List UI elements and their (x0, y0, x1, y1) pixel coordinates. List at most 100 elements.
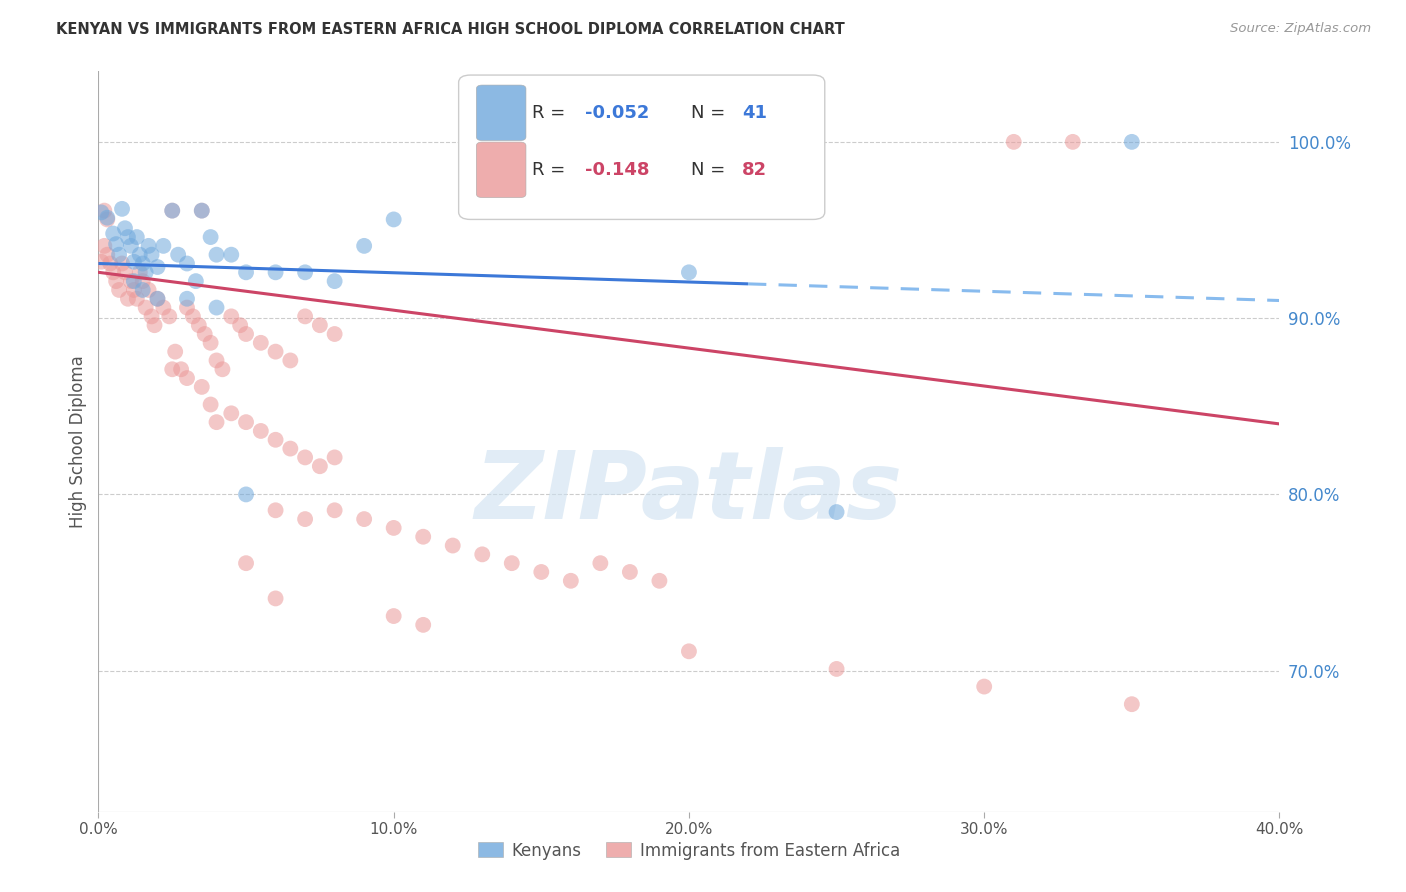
Point (98, 256, 121, 270)
Point (441, 539, 464, 553)
Point (1121, 135, 1143, 149)
Point (135, 265, 157, 279)
Point (323, 503, 346, 517)
Point (294, 512, 316, 526)
Point (90, 254, 112, 268)
Point (294, 265, 316, 279)
Point (167, 248, 190, 262)
Point (117, 292, 139, 306)
Point (103, 265, 125, 279)
Point (152, 301, 174, 315)
Point (412, 530, 434, 544)
Point (122, 274, 145, 288)
Point (135, 301, 157, 315)
Point (205, 301, 228, 315)
Point (128, 248, 150, 262)
Point (162, 203, 183, 218)
Point (353, 239, 375, 253)
Point (294, 450, 316, 465)
Point (162, 362, 183, 376)
Point (205, 248, 228, 262)
Point (146, 292, 169, 306)
Point (323, 274, 346, 288)
Point (176, 292, 198, 306)
Point (280, 353, 302, 368)
Point (111, 202, 134, 216)
Point (170, 362, 193, 376)
Point (235, 265, 257, 279)
Point (221, 310, 243, 324)
Point (138, 239, 160, 253)
Point (165, 344, 187, 359)
Point (108, 283, 131, 297)
Point (114, 221, 136, 235)
Point (194, 326, 217, 341)
Point (191, 203, 214, 218)
FancyBboxPatch shape (477, 85, 526, 141)
Text: Source: ZipAtlas.com: Source: ZipAtlas.com (1230, 22, 1371, 36)
Point (132, 274, 155, 288)
Point (96, 211, 118, 225)
Point (152, 239, 174, 253)
Point (96, 212, 118, 227)
Point (93, 203, 115, 218)
Point (132, 283, 155, 297)
Point (973, 680, 995, 694)
Point (105, 237, 128, 252)
Text: ZIPatlas: ZIPatlas (475, 448, 903, 540)
Point (141, 248, 163, 262)
Point (309, 318, 332, 333)
Point (309, 459, 332, 474)
Point (200, 230, 222, 244)
Text: R =: R = (531, 103, 571, 122)
Point (229, 318, 252, 333)
Point (146, 292, 169, 306)
Text: KENYAN VS IMMIGRANTS FROM EASTERN AFRICA HIGH SCHOOL DIPLOMA CORRELATION CHART: KENYAN VS IMMIGRANTS FROM EASTERN AFRICA… (56, 22, 845, 37)
Point (120, 274, 142, 288)
Point (105, 274, 128, 288)
Point (323, 326, 346, 341)
Point (176, 256, 198, 270)
Point (382, 212, 405, 227)
Point (125, 230, 148, 244)
Point (176, 371, 198, 385)
Point (200, 398, 222, 412)
Point (264, 344, 287, 359)
Point (205, 415, 228, 429)
Legend: Kenyans, Immigrants from Eastern Africa: Kenyans, Immigrants from Eastern Africa (471, 835, 907, 866)
Point (530, 565, 553, 579)
Point (589, 556, 612, 570)
Point (264, 265, 287, 279)
Point (323, 450, 346, 465)
Point (205, 353, 228, 368)
Point (250, 424, 273, 438)
Point (382, 609, 405, 624)
FancyBboxPatch shape (458, 75, 825, 219)
Point (353, 512, 375, 526)
Point (648, 574, 671, 588)
Point (250, 335, 273, 350)
Point (211, 362, 233, 376)
Y-axis label: High School Diploma: High School Diploma (69, 355, 87, 528)
Point (114, 265, 136, 279)
Point (264, 433, 287, 447)
Point (96, 248, 118, 262)
Point (191, 380, 214, 394)
Point (143, 318, 166, 333)
Text: 82: 82 (742, 161, 768, 178)
Point (825, 662, 848, 676)
Text: R =: R = (531, 161, 571, 178)
FancyBboxPatch shape (477, 142, 526, 198)
Point (280, 442, 302, 456)
Point (191, 203, 214, 218)
Point (146, 260, 169, 274)
Point (264, 503, 287, 517)
Text: N =: N = (692, 161, 731, 178)
Point (111, 256, 134, 270)
Point (235, 415, 257, 429)
Point (825, 505, 848, 519)
Point (176, 301, 198, 315)
Point (117, 230, 139, 244)
Point (157, 310, 180, 324)
Point (235, 556, 257, 570)
